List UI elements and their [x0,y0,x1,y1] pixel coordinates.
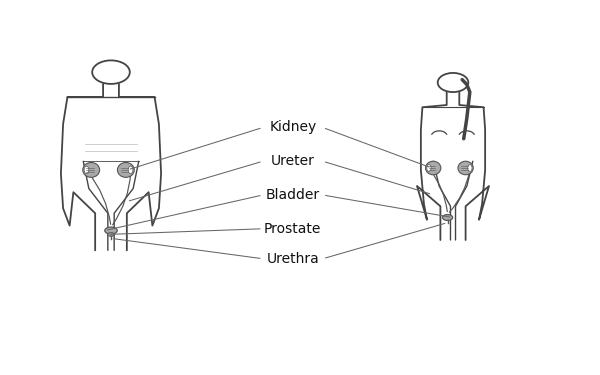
Ellipse shape [458,161,473,175]
Ellipse shape [107,233,115,236]
Ellipse shape [83,162,100,177]
Ellipse shape [443,214,452,220]
Text: Prostate: Prostate [264,222,322,236]
Ellipse shape [105,227,117,234]
Ellipse shape [118,162,134,177]
Text: Bladder: Bladder [266,188,320,202]
Ellipse shape [468,165,472,171]
Ellipse shape [425,161,441,175]
Ellipse shape [427,165,431,171]
Ellipse shape [84,166,89,174]
Text: Ureter: Ureter [271,154,315,168]
Text: Urethra: Urethra [266,252,319,266]
Text: Kidney: Kidney [269,120,316,135]
Ellipse shape [128,166,133,174]
